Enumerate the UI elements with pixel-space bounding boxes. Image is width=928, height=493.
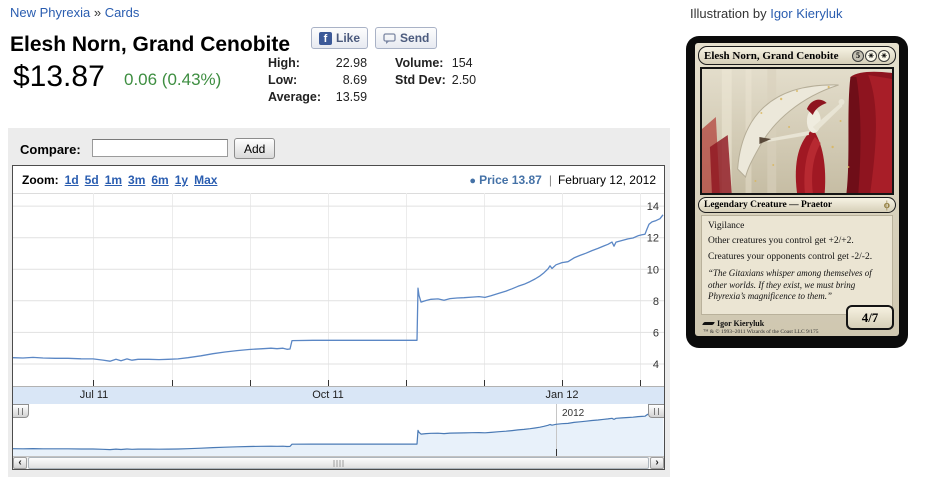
card-artist-name: Igor Kieryluk	[717, 319, 765, 328]
mana-cost: 5 ✳ ✳	[852, 49, 890, 62]
stat-average-label: Average:	[268, 90, 322, 104]
paintbrush-icon	[701, 322, 716, 325]
card-flavor-text: “The Gitaxians whisper among themselves …	[708, 267, 872, 302]
breadcrumb-set-link[interactable]: New Phyrexia	[10, 5, 91, 20]
zoom-label: Zoom:	[22, 173, 59, 187]
white-mana-icon: ✳	[878, 49, 890, 62]
zoom-range-6m[interactable]: 6m	[151, 173, 169, 187]
breadcrumb: New Phyrexia » Cards	[10, 5, 139, 20]
breadcrumb-cards-link[interactable]: Cards	[104, 5, 140, 20]
card-type-bar: Legendary Creature — Praetor ϕ	[698, 197, 896, 213]
facebook-bar: f Like Send	[311, 27, 438, 49]
card-rules-line: Vigilance	[708, 221, 745, 231]
card-rules-line: Other creatures you control get +2/+2.	[708, 236, 854, 247]
zoom-range-1d[interactable]: 1d	[64, 173, 79, 187]
white-mana-icon: ✳	[865, 49, 877, 62]
navigator-left-handle[interactable]	[13, 404, 29, 418]
stat-average-value: 13.59	[335, 90, 368, 104]
stat-low-value: 8.69	[342, 73, 368, 87]
card-frame: Elesh Norn, Grand Cenobite 5 ✳ ✳	[695, 43, 899, 336]
card-copyright: ™ & © 1993–2011 Wizards of the Coast LLC…	[703, 329, 819, 335]
speech-bubble-icon	[383, 32, 396, 45]
stat-high-label: High:	[268, 56, 300, 70]
card-type-line: Legendary Creature — Praetor	[704, 200, 833, 210]
zoom-range-links: 1d 5d 1m 3m 6m 1y Max	[59, 173, 218, 187]
compare-label: Compare:	[20, 142, 81, 157]
scrollbar-grip-icon	[333, 460, 344, 467]
new-phyrexia-set-symbol-icon: ϕ	[883, 199, 890, 211]
svg-text:14: 14	[647, 201, 659, 213]
card-artist-line: Igor Kieryluk	[701, 319, 899, 328]
x-axis-tick-label: Oct 11	[312, 389, 344, 401]
stat-volume-value: 154	[451, 56, 473, 70]
svg-text:8: 8	[653, 296, 659, 308]
add-compare-button[interactable]: Add	[234, 138, 276, 159]
scrollbar-right-arrow-button[interactable]: ›	[650, 457, 664, 469]
zoom-range-5d[interactable]: 5d	[84, 173, 99, 187]
card-text-box: Vigilance Other creatures you control ge…	[701, 215, 893, 315]
power-toughness-box: 4/7	[846, 305, 894, 330]
chart-scrollbar[interactable]: ‹ ›	[13, 456, 664, 469]
price-change: 0.06 (0.43%)	[124, 70, 222, 89]
price-chart: Zoom: 1d 5d 1m 3m 6m 1y Max ● Price 13.87 | Februa…	[12, 165, 665, 470]
svg-text:6: 6	[653, 327, 659, 339]
svg-text:10: 10	[647, 264, 659, 276]
series-marker-icon: ●	[469, 175, 477, 187]
zoom-range-1y[interactable]: 1y	[174, 173, 189, 187]
generic-mana-icon: 5	[852, 49, 864, 62]
card-title: Elesh Norn, Grand Cenobite	[704, 49, 839, 62]
main-plot-area[interactable]: 4 6 8 10 12 14	[13, 193, 664, 386]
svg-text:12: 12	[647, 233, 659, 245]
price-line-series	[13, 214, 664, 362]
stat-volume-label: Volume:	[395, 56, 444, 70]
facebook-send-button[interactable]: Send	[375, 27, 438, 49]
facebook-like-button[interactable]: f Like	[311, 27, 369, 49]
legend-separator: |	[548, 173, 552, 187]
x-axis-tick-label: Jan 12	[545, 389, 579, 401]
legend-series-label: Price	[479, 173, 509, 187]
navigator-mini-chart[interactable]: 2012	[13, 404, 664, 456]
illustration-credit: Illustration by Igor Kieryluk	[690, 6, 842, 21]
x-axis-label-strip: Jul 11 Oct 11 Jan 12	[13, 386, 664, 404]
navigator-line-series	[13, 410, 664, 451]
scrollbar-left-arrow-button[interactable]: ‹	[13, 457, 27, 469]
legend-date: February 12, 2012	[557, 173, 656, 187]
chart-panel: Compare: Add Zoom: 1d 5d 1m 3m 6m 1y Max ● Price…	[8, 128, 670, 477]
illustrator-link[interactable]: Igor Kieryluk	[770, 6, 843, 21]
svg-text:2012: 2012	[562, 408, 585, 419]
facebook-like-label: Like	[336, 31, 361, 45]
stat-high-value: 22.98	[335, 56, 368, 70]
chart-legend: ● Price 13.87 | February 12, 2012	[469, 173, 656, 187]
scrollbar-thumb[interactable]	[28, 457, 649, 469]
zoom-range-1m[interactable]: 1m	[104, 173, 123, 187]
zoom-range-row: Zoom: 1d 5d 1m 3m 6m 1y Max	[22, 173, 217, 187]
current-price: $13.87	[13, 60, 105, 93]
card-artwork	[700, 67, 894, 195]
price-stats: High: 22.98 Volume: 154 Low: 8.69 Std De…	[268, 56, 476, 107]
facebook-send-label: Send	[400, 31, 430, 45]
card-title-bar: Elesh Norn, Grand Cenobite 5 ✳ ✳	[698, 46, 896, 65]
legend-series-value: 13.87	[511, 173, 542, 187]
stat-low-label: Low:	[268, 73, 298, 87]
navigator-right-handle[interactable]	[648, 404, 664, 418]
x-axis-tick-label: Jul 11	[79, 389, 109, 401]
stat-stddev-value: 2.50	[451, 73, 477, 87]
compare-input[interactable]	[92, 139, 228, 157]
breadcrumb-separator: »	[93, 5, 102, 20]
stat-stddev-label: Std Dev:	[395, 73, 446, 87]
card-art-illustration	[702, 69, 892, 193]
page-title: Elesh Norn, Grand Cenobite	[10, 33, 291, 57]
zoom-range-max[interactable]: Max	[194, 173, 218, 187]
card-image: Elesh Norn, Grand Cenobite 5 ✳ ✳	[686, 36, 908, 348]
illustration-credit-prefix: Illustration by	[690, 6, 767, 21]
facebook-logo-icon: f	[319, 31, 332, 45]
zoom-range-3m[interactable]: 3m	[128, 173, 146, 187]
card-rules-line: Creatures your opponents control get -2/…	[708, 251, 873, 262]
svg-text:4: 4	[653, 359, 659, 371]
